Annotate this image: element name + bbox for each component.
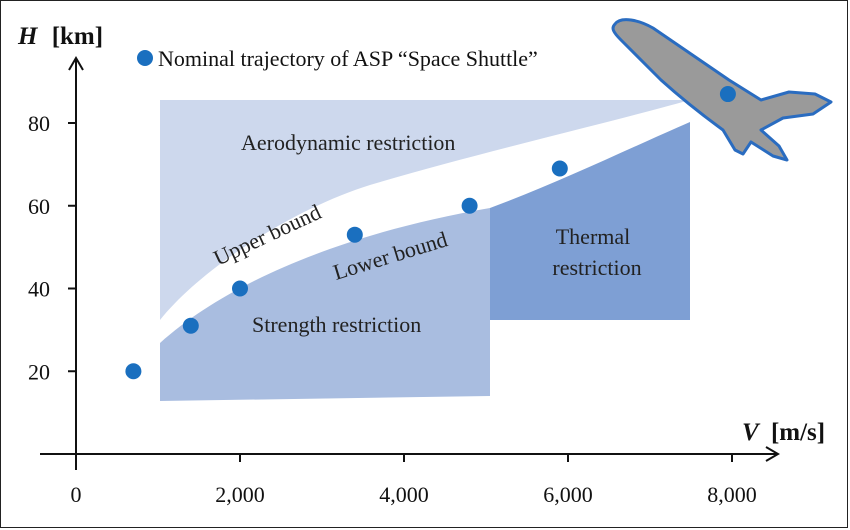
x-axis-unit: [m/s] bbox=[771, 419, 825, 446]
axes bbox=[40, 56, 780, 470]
y-axis-label: H [km] bbox=[17, 23, 103, 50]
y-axis-symbol: H bbox=[17, 23, 39, 50]
y-tick-label: 20 bbox=[28, 359, 50, 384]
trajectory-point bbox=[461, 197, 478, 214]
x-tick-label: 2,000 bbox=[215, 482, 265, 507]
strength-restriction-label: Strength restriction bbox=[252, 312, 421, 337]
trajectory-point bbox=[346, 226, 363, 243]
y-axis-unit: [km] bbox=[52, 23, 103, 50]
strength-restriction-region bbox=[160, 208, 490, 401]
aerodynamic-restriction-label: Aerodynamic restriction bbox=[241, 130, 455, 155]
ticks: 0 2,000 4,000 6,000 8,000 20 40 60 80 bbox=[28, 111, 757, 507]
y-tick-label: 40 bbox=[28, 277, 50, 302]
legend: Nominal trajectory of ASP “Space Shuttle… bbox=[137, 46, 538, 71]
x-tick-label: 0 bbox=[71, 482, 82, 507]
x-tick-label: 6,000 bbox=[543, 482, 593, 507]
x-tick-label: 8,000 bbox=[707, 482, 757, 507]
thermal-restriction-label: Thermal bbox=[556, 224, 631, 249]
x-axis-label: V [m/s] bbox=[742, 419, 825, 446]
x-axis-arrow bbox=[765, 446, 780, 462]
x-axis-symbol: V bbox=[742, 419, 761, 446]
y-tick-label: 60 bbox=[28, 194, 50, 219]
legend-marker bbox=[137, 50, 153, 66]
trajectory-point bbox=[719, 86, 736, 103]
legend-label: Nominal trajectory of ASP “Space Shuttle… bbox=[158, 46, 538, 71]
aerodynamic-restriction-region bbox=[160, 100, 690, 320]
thermal-restriction-region bbox=[490, 122, 690, 320]
trajectory-points bbox=[125, 86, 736, 380]
x-tick-label: 4,000 bbox=[379, 482, 429, 507]
y-tick-label: 80 bbox=[28, 111, 50, 136]
trajectory-point bbox=[551, 160, 568, 177]
trajectory-point bbox=[125, 363, 142, 380]
thermal-restriction-label-2: restriction bbox=[552, 255, 641, 280]
y-axis-arrow bbox=[68, 56, 84, 71]
trajectory-point bbox=[182, 317, 199, 334]
trajectory-point bbox=[232, 280, 248, 297]
